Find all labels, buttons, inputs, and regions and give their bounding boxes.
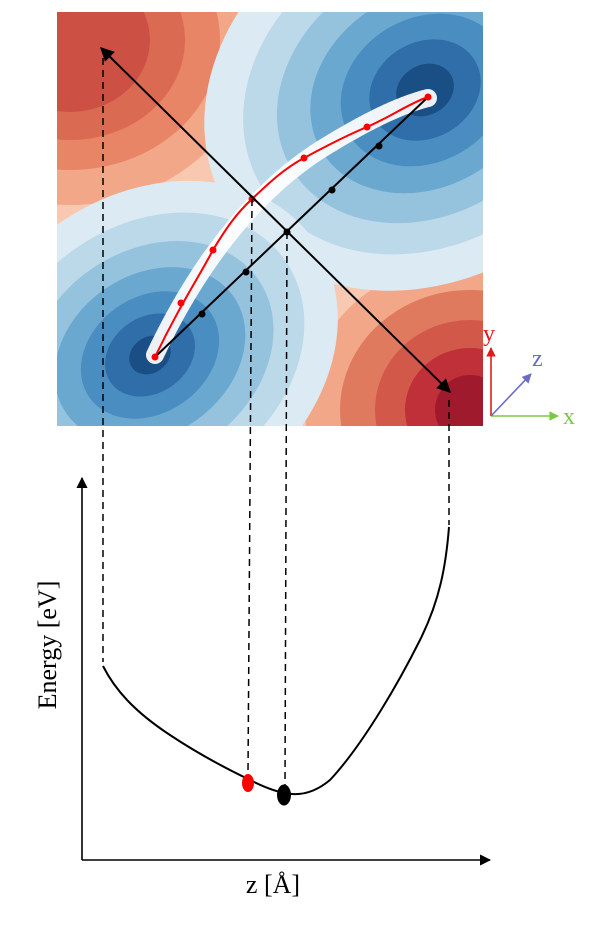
energy-profile-curve bbox=[102, 526, 450, 796]
y-axis-title: Energy [eV] bbox=[33, 581, 62, 710]
projection-direction-arrow bbox=[100, 47, 451, 393]
linear-point bbox=[328, 186, 336, 194]
path-point bbox=[151, 353, 159, 361]
path-point bbox=[300, 154, 308, 162]
x-axis-label: x bbox=[563, 404, 575, 430]
path-point bbox=[209, 246, 217, 254]
linear-point bbox=[198, 310, 206, 318]
y-axis-label: y bbox=[483, 321, 495, 347]
curved-path-minimum-marker bbox=[242, 774, 254, 792]
path-point bbox=[424, 93, 432, 101]
path-point bbox=[363, 123, 371, 131]
linear-point bbox=[242, 268, 250, 276]
projection-line-black bbox=[284, 231, 288, 786]
z-axis-arrow bbox=[490, 373, 532, 417]
energy-profile-plot: Energy [eV] z [Å] bbox=[33, 476, 492, 899]
x-axis-title: z [Å] bbox=[246, 870, 300, 899]
projection-lines bbox=[102, 58, 450, 786]
linear-point bbox=[375, 142, 383, 150]
path-point bbox=[177, 299, 185, 307]
z-axis-label: z bbox=[532, 346, 543, 372]
potential-energy-map bbox=[57, 12, 483, 426]
coordinate-axes-indicator: y z x bbox=[483, 321, 575, 430]
linear-path-minimum-marker bbox=[277, 784, 291, 806]
